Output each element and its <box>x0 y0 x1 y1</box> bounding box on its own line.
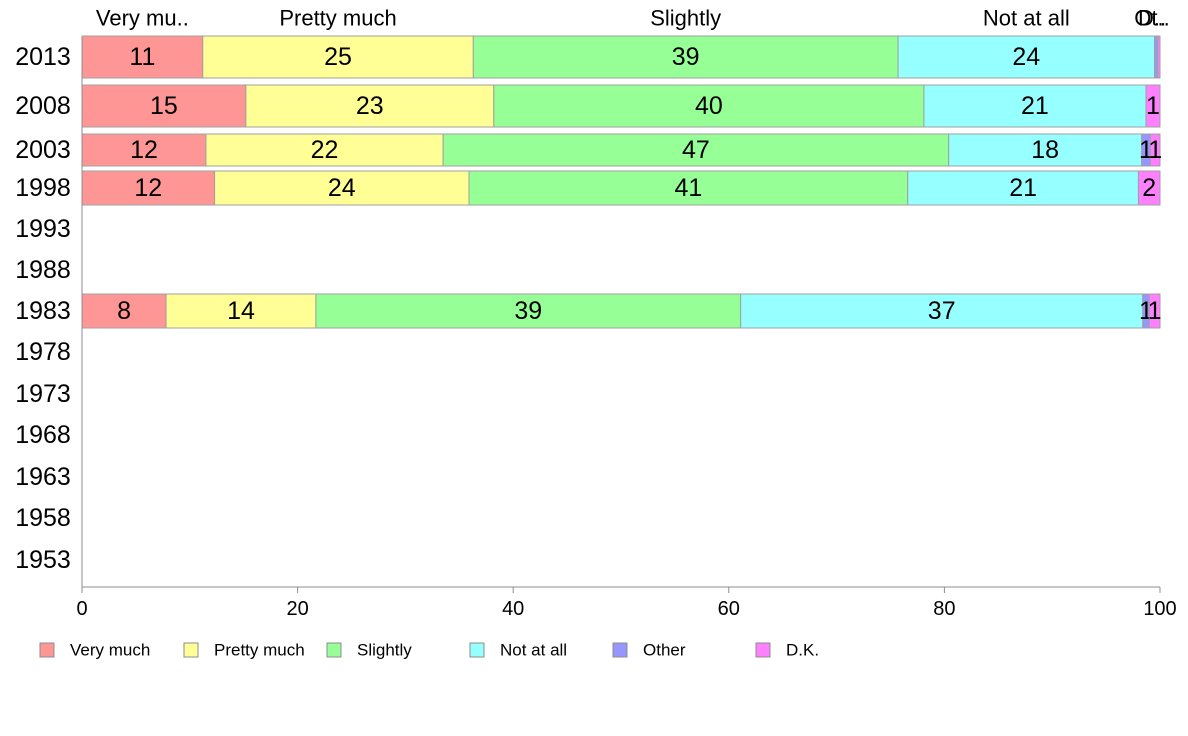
legend-label-very-much: Very much <box>70 641 150 660</box>
data-label-1998-pretty-much: 24 <box>328 174 356 202</box>
year-label-2008: 2008 <box>15 92 71 120</box>
bar-segment-2013-not-at-all <box>897 35 1156 79</box>
bar-segment-2003-pretty-much <box>205 133 444 167</box>
data-label-1983-not-at-all: 37 <box>928 297 956 325</box>
year-label-1968: 1968 <box>15 421 71 449</box>
data-label-2008-pretty-much: 23 <box>356 92 384 120</box>
year-label-1953: 1953 <box>15 546 71 574</box>
x-axis: 0 20 40 60 80 100 <box>76 37 1177 620</box>
bar-segment-2003-not-at-all <box>948 133 1143 167</box>
legend-label-not-at-all: Not at all <box>500 641 567 660</box>
legend-swatch-not-at-all <box>469 642 485 658</box>
bar-segment-2008-pretty-much <box>245 84 495 128</box>
legend-swatch-pretty-much <box>183 642 199 658</box>
data-label-1998-not-at-all: 21 <box>1009 174 1037 202</box>
data-label-2013-slightly: 39 <box>672 43 700 71</box>
legend-swatch-d-k- <box>755 642 771 658</box>
data-label-1983-pretty-much: 14 <box>227 297 255 325</box>
year-label-2013: 2013 <box>15 43 71 71</box>
data-label-2003-pretty-much: 22 <box>311 136 339 164</box>
bar-segment-1983-pretty-much <box>165 293 317 329</box>
data-label-2008-slightly: 40 <box>695 92 723 120</box>
top-label-not-at-all: Not at all <box>983 6 1070 31</box>
x-tick-label-60: 60 <box>718 598 740 620</box>
legend-swatch-slightly <box>326 642 342 658</box>
data-label-1983-d-k-: 1 <box>1148 297 1162 325</box>
year-labels: 2013 2008 2003 1998 1993 1988 1983 1978 1973 1968… <box>15 43 71 574</box>
legend: Very much Pretty much Slightly Not at all Ot… <box>39 641 819 660</box>
bar-segment-2013-d-k- <box>1157 35 1161 79</box>
legend-swatch-very-much <box>39 642 55 658</box>
data-label-2003-d-k-: 1 <box>1148 136 1162 164</box>
x-tick-label-0: 0 <box>76 598 87 620</box>
year-label-2003: 2003 <box>15 136 71 164</box>
top-label-very-much: Very mu.. <box>96 6 189 31</box>
top-label-pretty-much: Pretty much <box>279 6 396 31</box>
data-label-1998-very-much: 12 <box>134 174 162 202</box>
year-label-1988: 1988 <box>15 256 71 284</box>
data-label-2003-not-at-all: 18 <box>1031 136 1059 164</box>
data-label-2008-d-k-: 1 <box>1146 92 1160 120</box>
bar-segment-2003-d-k- <box>1149 133 1161 167</box>
year-label-1958: 1958 <box>15 504 71 532</box>
bar-segment-1983-very-much <box>81 293 167 329</box>
bar-segment-1998-d-k- <box>1137 170 1161 206</box>
legend-swatch-other <box>612 642 628 658</box>
data-label-1998-slightly: 41 <box>674 174 702 202</box>
year-label-1963: 1963 <box>15 463 71 491</box>
year-label-1978: 1978 <box>15 338 71 366</box>
x-tick-label-40: 40 <box>502 598 524 620</box>
bar-segment-2003-slightly <box>442 133 950 167</box>
year-label-1993: 1993 <box>15 215 71 243</box>
legend-label-slightly: Slightly <box>357 641 412 660</box>
legend-label-d-k-: D.K. <box>786 641 819 660</box>
x-tick-label-100: 100 <box>1143 598 1176 620</box>
bar-segment-2008-not-at-all <box>923 84 1147 128</box>
bar-segment-2013-pretty-much <box>202 35 474 79</box>
bar-segment-2013-very-much <box>81 35 204 79</box>
top-label-other: Ot.. <box>1134 6 1169 31</box>
bar-segment-2008-d-k- <box>1145 84 1161 128</box>
top-label-slightly: Slightly <box>650 6 721 31</box>
bar-segment-1983-not-at-all <box>740 293 1144 329</box>
data-label-2008-very-much: 15 <box>150 92 178 120</box>
bar-segment-1983-slightly <box>315 293 742 329</box>
year-label-1973: 1973 <box>15 380 71 408</box>
data-label-2013-not-at-all: 24 <box>1012 43 1040 71</box>
x-tick-label-20: 20 <box>286 598 308 620</box>
data-label-1983-very-much: 8 <box>117 297 131 325</box>
data-label-2008-not-at-all: 21 <box>1021 92 1049 120</box>
data-label-2003-very-much: 12 <box>130 136 158 164</box>
top-label-d-k-: D.. <box>1138 6 1166 31</box>
x-tick-label-80: 80 <box>933 598 955 620</box>
bar-segment-1983-d-k- <box>1148 293 1161 329</box>
year-label-1998: 1998 <box>15 174 71 202</box>
legend-label-other: Other <box>643 641 686 660</box>
top-labels: Very mu.. Pretty much Slightly Not at all Ot… <box>96 6 1170 31</box>
bar-segment-2013-slightly <box>472 35 899 79</box>
data-label-1998-d-k-: 2 <box>1142 174 1156 202</box>
bar-segment-2008-very-much <box>81 84 247 128</box>
data-label-2003-slightly: 47 <box>682 136 710 164</box>
data-label-2013-pretty-much: 25 <box>324 43 352 71</box>
legend-label-pretty-much: Pretty much <box>214 641 305 660</box>
bar-segment-2008-slightly <box>493 84 925 128</box>
data-label-2003-other: 1 <box>1139 136 1153 164</box>
bar-segment-1998-not-at-all <box>907 170 1139 206</box>
year-label-1983: 1983 <box>15 297 71 325</box>
data-label-1983-slightly: 39 <box>514 297 542 325</box>
data-label-2013-very-much: 11 <box>129 43 155 71</box>
